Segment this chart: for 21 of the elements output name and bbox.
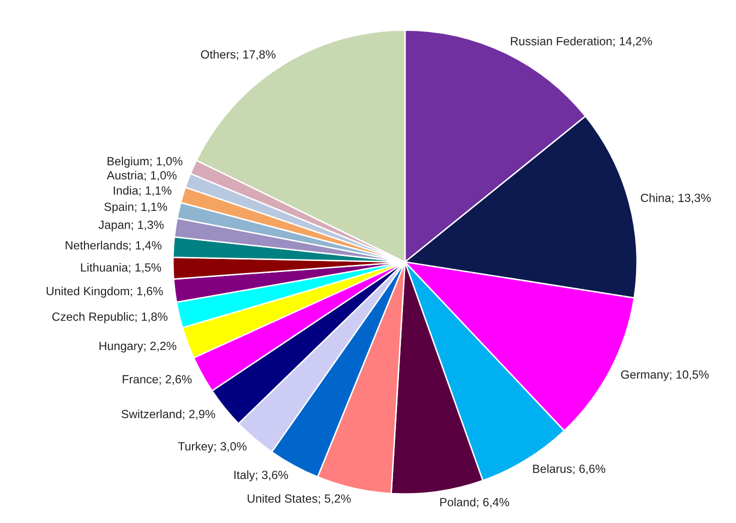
slice-label: India; 1,1% <box>114 186 172 196</box>
slice-label: Spain; 1,1% <box>104 202 168 214</box>
slice-label: Poland; 6,4% <box>440 498 510 508</box>
slice-label: Russian Federation; 14,2% <box>510 36 652 47</box>
slice-label: Switzerland; 2,9% <box>122 410 216 420</box>
slice-label: Hungary; 2,2% <box>100 342 176 352</box>
slice-label: Lithuania; 1,5% <box>81 262 162 274</box>
slice-label: United Kingdom; 1,6% <box>46 286 163 298</box>
slice-label: China; 13,3% <box>640 193 711 204</box>
slice-label: France; 2,6% <box>122 375 192 385</box>
slice-label: Germany; 10,5% <box>621 370 709 382</box>
slice-label: Netherlands; 1,4% <box>66 240 162 251</box>
slice-label: Turkey; 3,0% <box>178 442 247 453</box>
slice-label: Others; 17,8% <box>200 50 276 60</box>
slice-label: United States; 5,2% <box>248 494 351 504</box>
slice-label: Italy; 3,6% <box>234 470 288 482</box>
slice-label: Austria; 1,0% <box>106 170 177 181</box>
slice-label: Czech Republic; 1,8% <box>52 312 168 324</box>
slice-label: Belgium; 1,0% <box>108 156 182 168</box>
slice-label: Belarus; 6,6% <box>533 464 606 474</box>
slice-label: Japan; 1,3% <box>98 220 164 232</box>
